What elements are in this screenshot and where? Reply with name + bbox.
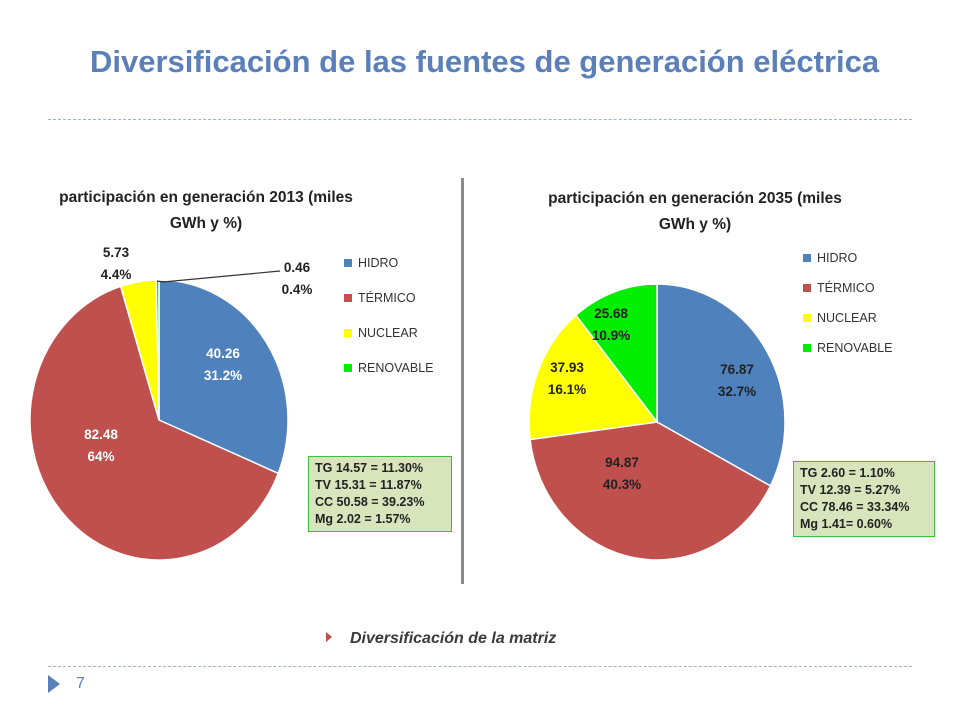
pie-slice-2035-hidro bbox=[656, 283, 786, 487]
pie-slice-2035-renovable bbox=[574, 283, 658, 425]
breakdown-line-2035-2: TV 12.39 = 5.27% bbox=[800, 483, 901, 497]
legend-swatch-2035-nuclear bbox=[803, 314, 811, 322]
legend-label-2013-térmico: TÉRMICO bbox=[358, 290, 416, 305]
chart-divider bbox=[461, 178, 464, 584]
data-label-value-2035-térmico: 94.87 bbox=[605, 455, 639, 470]
chart-title-2013-line-2: GWh y %) bbox=[170, 215, 242, 232]
data-label-percent-2013-térmico: 64% bbox=[87, 449, 114, 464]
data-label-percent-2035-renovable: 10.9% bbox=[592, 328, 630, 343]
data-label-value-2035-nuclear: 37.93 bbox=[550, 360, 584, 375]
footer-divider bbox=[48, 666, 912, 667]
leader-line-renovable bbox=[156, 270, 281, 283]
breakdown-line-2013-3: CC 50.58 = 39.23% bbox=[315, 495, 425, 509]
legend-label-2013-renovable: RENOVABLE bbox=[358, 361, 434, 375]
chart-title-2035-line-2: GWh y %) bbox=[659, 216, 731, 233]
pie-slice-2013-renovable bbox=[155, 279, 160, 421]
data-label-percent-2035-hidro: 32.7% bbox=[718, 384, 756, 399]
data-label-percent-2013-nuclear: 4.4% bbox=[101, 267, 132, 282]
pie-slice-2013-térmico bbox=[29, 285, 280, 561]
data-label-value-2013-hidro: 40.26 bbox=[206, 346, 240, 361]
bullet-text: Diversificación de la matriz bbox=[350, 630, 557, 647]
legend-label-2013-nuclear: NUCLEAR bbox=[358, 326, 418, 340]
pie-slice-2035-térmico bbox=[529, 421, 772, 561]
breakdown-line-2035-4: Mg 1.41= 0.60% bbox=[800, 517, 893, 531]
data-label-percent-2013-hidro: 31.2% bbox=[204, 368, 242, 383]
bullet-arrow-icon bbox=[326, 631, 332, 642]
data-label-value-2035-hidro: 76.87 bbox=[720, 362, 754, 377]
data-label-percent-2035-térmico: 40.3% bbox=[603, 477, 641, 492]
legend-swatch-2035-renovable bbox=[803, 344, 811, 352]
chart-title-2013-line-1: participación en generación 2013 (miles bbox=[59, 189, 353, 206]
legend-swatch-2013-nuclear bbox=[344, 329, 352, 337]
data-label-percent-2013-renovable: 0.4% bbox=[282, 282, 313, 297]
legend-swatch-2035-térmico bbox=[803, 284, 811, 292]
page-number: 7 bbox=[76, 675, 85, 692]
legend-swatch-2013-renovable bbox=[344, 364, 352, 372]
data-label-value-2013-térmico: 82.48 bbox=[84, 427, 118, 442]
breakdown-line-2035-3: CC 78.46 = 33.34% bbox=[800, 500, 910, 514]
legend-label-2035-térmico: TÉRMICO bbox=[817, 280, 875, 295]
bullet-item: Diversificación de la matriz bbox=[326, 630, 556, 648]
legend-swatch-2013-térmico bbox=[344, 294, 352, 302]
breakdown-line-2013-1: TG 14.57 = 11.30% bbox=[315, 461, 424, 475]
chart-title-2035-line-1: participación en generación 2035 (miles bbox=[548, 190, 842, 207]
data-label-value-2013-nuclear: 5.73 bbox=[103, 245, 130, 260]
page-title: Diversificación de las fuentes de genera… bbox=[90, 44, 880, 79]
title-divider bbox=[48, 119, 912, 120]
data-label-value-2013-renovable: 0.46 bbox=[284, 260, 311, 275]
legend-swatch-2013-hidro bbox=[344, 259, 352, 267]
breakdown-box-2035: TG 2.60 = 1.10% TV 12.39 = 5.27% CC 78.46 … bbox=[793, 461, 935, 537]
legend-swatch-2035-hidro bbox=[803, 254, 811, 262]
pie-slice-2035-nuclear bbox=[528, 314, 659, 441]
breakdown-line-2035-1: TG 2.60 = 1.10% bbox=[800, 466, 895, 480]
breakdown-line-2013-4: Mg 2.02 = 1.57% bbox=[315, 512, 411, 526]
legend-label-2035-nuclear: NUCLEAR bbox=[817, 311, 877, 325]
legend-label-2013-hidro: HIDRO bbox=[358, 256, 399, 270]
breakdown-line-2013-2: TV 15.31 = 11.87% bbox=[315, 478, 422, 492]
pie-slice-2013-hidro bbox=[158, 279, 289, 475]
legend-label-2035-renovable: RENOVABLE bbox=[817, 341, 893, 355]
breakdown-box-2013: TG 14.57 = 11.30% TV 15.31 = 11.87% CC 50.… bbox=[308, 456, 452, 532]
data-label-percent-2035-nuclear: 16.1% bbox=[548, 382, 586, 397]
legend-label-2035-hidro: HIDRO bbox=[817, 251, 858, 265]
footer-arrow-icon bbox=[48, 675, 60, 693]
data-label-value-2035-renovable: 25.68 bbox=[594, 306, 628, 321]
